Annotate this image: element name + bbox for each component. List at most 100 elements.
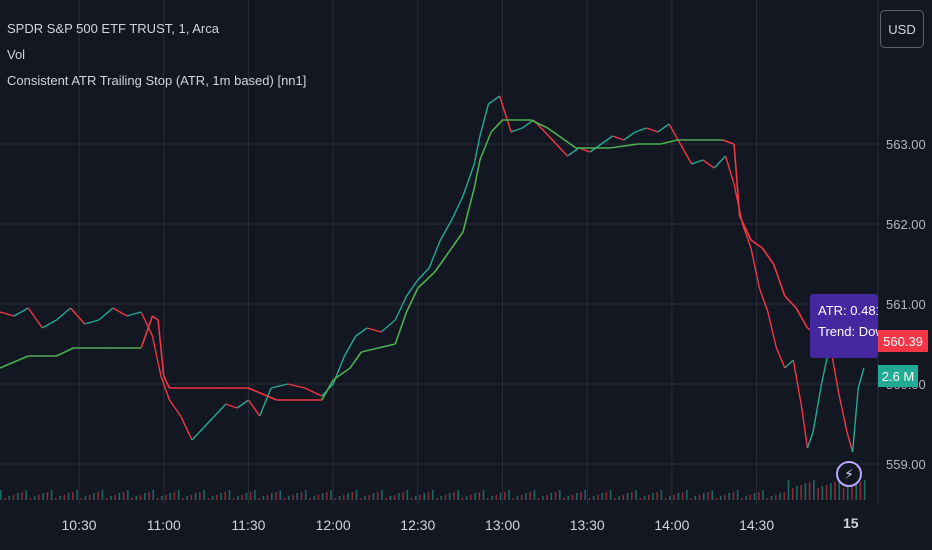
volume-bar — [143, 493, 146, 500]
price-segment — [691, 159, 704, 165]
day-marker: 15 — [843, 515, 859, 531]
price-segment — [775, 347, 786, 369]
volume-bar — [97, 492, 99, 500]
volume-legend[interactable]: Vol — [7, 47, 26, 62]
volume-bar — [415, 496, 417, 500]
volume-bar — [681, 492, 684, 500]
price-segment — [247, 399, 261, 417]
volume-bar — [440, 496, 443, 500]
price-segment — [56, 307, 72, 321]
volume-bar — [592, 496, 595, 500]
volume-bar — [279, 490, 282, 500]
price-segment — [168, 399, 182, 417]
price-segment — [555, 143, 568, 157]
volume-bar — [614, 498, 616, 500]
volume-bar — [753, 493, 756, 500]
volume-bar — [330, 490, 332, 500]
volume-bar — [63, 495, 66, 500]
volume-bar — [673, 495, 675, 500]
volume-bar — [21, 492, 23, 500]
volume-bar — [719, 496, 722, 500]
volume-bar — [266, 495, 269, 500]
volume-bar — [791, 488, 794, 500]
volume-bar — [588, 498, 591, 500]
volume-bar — [8, 496, 11, 500]
volume-bar — [169, 493, 171, 500]
volume-bar — [313, 496, 315, 500]
x-tick-label: 13:00 — [485, 517, 520, 533]
volume-bar — [715, 498, 718, 500]
volume-bar — [664, 498, 667, 500]
volume-bar — [207, 498, 210, 500]
price-segment — [140, 311, 154, 337]
volume-bar — [249, 492, 252, 500]
price-segment — [646, 127, 659, 133]
volume-bar — [16, 493, 19, 500]
volume-bar — [690, 498, 692, 500]
lightning-icon[interactable]: ⚡ — [836, 461, 862, 487]
volume-bar — [317, 495, 320, 500]
symbol-title[interactable]: SPDR S&P 500 ETF TRUST, 1, Arca — [7, 21, 219, 36]
volume-bar — [774, 495, 777, 500]
volume-bar — [601, 493, 603, 500]
volume-bar — [241, 495, 243, 500]
volume-bar — [393, 495, 396, 500]
volume-bar — [220, 493, 222, 500]
price-segment — [792, 359, 803, 409]
volume-bar — [698, 495, 701, 500]
volume-bar — [71, 492, 74, 500]
volume-bar — [639, 498, 642, 500]
volume-bar — [304, 490, 307, 500]
volume-bar — [732, 492, 735, 500]
volume-bar — [838, 480, 841, 500]
price-segment — [567, 147, 580, 157]
volume-bar — [368, 495, 371, 500]
volume-bar — [262, 496, 265, 500]
volume-bar — [160, 496, 163, 500]
volume-bar — [842, 488, 845, 500]
volume-bar — [830, 483, 832, 500]
indicator-legend[interactable]: Consistent ATR Trailing Stop (ATR, 1m ba… — [7, 73, 307, 88]
price-segment — [801, 407, 809, 449]
y-tick-label: 559.00 — [886, 457, 926, 472]
volume-bar — [550, 493, 553, 500]
volume-bar — [643, 496, 646, 500]
volume-bar — [580, 492, 582, 500]
volume-bar — [618, 496, 620, 500]
volume-bar — [736, 490, 739, 500]
volume-bar — [55, 498, 57, 500]
volume-bar — [482, 490, 485, 500]
stop-segment — [784, 295, 797, 309]
volume-bar — [46, 492, 49, 500]
volume-bar — [474, 493, 476, 500]
volume-bar — [423, 493, 426, 500]
volume-bar — [546, 495, 548, 500]
volume-bar — [232, 498, 235, 500]
volume-bar — [622, 495, 625, 500]
volume-bar — [575, 493, 578, 500]
volume-bar — [762, 490, 764, 500]
price-segment — [544, 131, 557, 145]
volume-bar — [486, 498, 489, 500]
volume-bar — [326, 492, 328, 500]
price-segment — [380, 319, 396, 333]
volume-bar — [165, 495, 167, 500]
stop-segment — [445, 231, 464, 257]
price-segment — [657, 123, 670, 133]
price-segment — [713, 155, 727, 169]
volume-bar — [0, 490, 2, 500]
volume-bar — [851, 485, 853, 500]
volume-bar — [770, 496, 773, 500]
stop-segment — [547, 127, 577, 149]
price-segment — [191, 427, 204, 441]
volume-bar — [355, 490, 358, 500]
stop-segment — [163, 375, 171, 389]
volume-bar — [228, 490, 231, 500]
trend-value: Trend: Down — [818, 324, 878, 339]
volume-bar — [470, 495, 472, 500]
volume-bar — [101, 490, 104, 500]
volume-bar — [38, 495, 40, 500]
volume-bar — [359, 498, 362, 500]
currency-button[interactable]: USD — [880, 10, 924, 48]
